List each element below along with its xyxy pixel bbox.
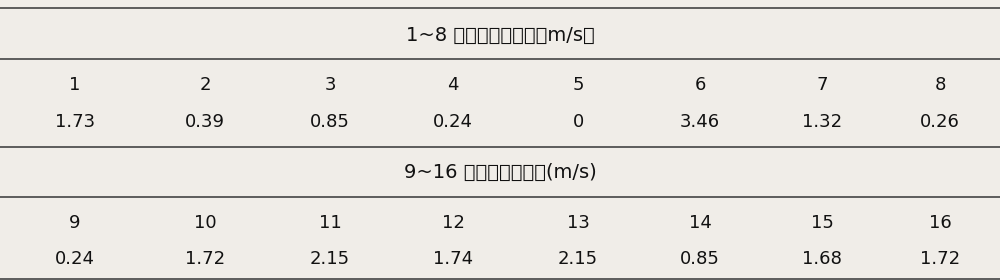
Text: 1.73: 1.73 bbox=[55, 113, 95, 131]
Text: 15: 15 bbox=[811, 214, 833, 232]
Text: 3.46: 3.46 bbox=[680, 113, 720, 131]
Text: 9~16 号泡温运动速度(m/s): 9~16 号泡温运动速度(m/s) bbox=[404, 163, 596, 182]
Text: 2.15: 2.15 bbox=[310, 250, 350, 268]
Text: 0.85: 0.85 bbox=[680, 250, 720, 268]
Text: 3: 3 bbox=[324, 76, 336, 94]
Text: 6: 6 bbox=[694, 76, 706, 94]
Text: 1~8 号泡温运动速度（m/s）: 1~8 号泡温运动速度（m/s） bbox=[406, 25, 594, 45]
Text: 5: 5 bbox=[572, 76, 584, 94]
Text: 1.68: 1.68 bbox=[802, 250, 842, 268]
Text: 1.32: 1.32 bbox=[802, 113, 842, 131]
Text: 11: 11 bbox=[319, 214, 341, 232]
Text: 7: 7 bbox=[816, 76, 828, 94]
Text: 14: 14 bbox=[689, 214, 711, 232]
Text: 1.74: 1.74 bbox=[433, 250, 473, 268]
Text: 0.85: 0.85 bbox=[310, 113, 350, 131]
Text: 13: 13 bbox=[567, 214, 589, 232]
Text: 1.72: 1.72 bbox=[920, 250, 960, 268]
Text: 0: 0 bbox=[572, 113, 584, 131]
Text: 2.15: 2.15 bbox=[558, 250, 598, 268]
Text: 4: 4 bbox=[447, 76, 459, 94]
Text: 1.72: 1.72 bbox=[185, 250, 225, 268]
Text: 0.39: 0.39 bbox=[185, 113, 225, 131]
Text: 0.24: 0.24 bbox=[433, 113, 473, 131]
Text: 8: 8 bbox=[934, 76, 946, 94]
Text: 10: 10 bbox=[194, 214, 216, 232]
Text: 12: 12 bbox=[442, 214, 464, 232]
Text: 0.24: 0.24 bbox=[55, 250, 95, 268]
Text: 2: 2 bbox=[199, 76, 211, 94]
Text: 0.26: 0.26 bbox=[920, 113, 960, 131]
Text: 1: 1 bbox=[69, 76, 81, 94]
Text: 16: 16 bbox=[929, 214, 951, 232]
Text: 9: 9 bbox=[69, 214, 81, 232]
